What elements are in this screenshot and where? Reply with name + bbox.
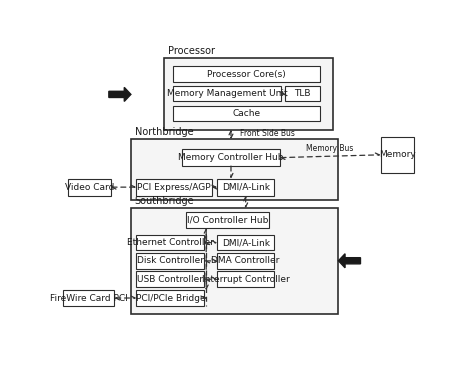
FancyBboxPatch shape <box>217 235 274 250</box>
FancyBboxPatch shape <box>217 179 274 196</box>
Text: Memory: Memory <box>379 150 416 159</box>
FancyBboxPatch shape <box>381 137 414 173</box>
FancyBboxPatch shape <box>182 149 280 166</box>
FancyBboxPatch shape <box>63 290 114 306</box>
Text: Memory Management Unit: Memory Management Unit <box>167 89 288 98</box>
FancyBboxPatch shape <box>217 253 274 269</box>
Text: PCI Express/AGP: PCI Express/AGP <box>137 182 211 192</box>
Polygon shape <box>109 87 131 101</box>
FancyBboxPatch shape <box>137 253 204 269</box>
Text: TLB: TLB <box>294 89 311 98</box>
FancyBboxPatch shape <box>137 179 212 196</box>
FancyBboxPatch shape <box>137 235 204 250</box>
Text: FireWire Card PCI: FireWire Card PCI <box>50 293 128 303</box>
Text: Processor: Processor <box>168 46 215 55</box>
Text: Processor Core(s): Processor Core(s) <box>207 69 286 78</box>
Text: Southbridge: Southbridge <box>135 196 194 206</box>
Text: Ethernet Controller: Ethernet Controller <box>127 238 214 247</box>
Text: Northbridge: Northbridge <box>135 127 193 137</box>
FancyBboxPatch shape <box>285 86 320 101</box>
Text: PCI/PCIe Bridge: PCI/PCIe Bridge <box>136 293 205 303</box>
FancyBboxPatch shape <box>173 105 320 121</box>
Text: Cache: Cache <box>233 109 261 118</box>
FancyBboxPatch shape <box>186 212 269 228</box>
FancyBboxPatch shape <box>68 179 110 196</box>
Text: Disk Controller: Disk Controller <box>137 256 204 265</box>
FancyBboxPatch shape <box>173 66 320 82</box>
Text: Memory Controller Hub: Memory Controller Hub <box>178 153 284 162</box>
Text: I/O Controller Hub: I/O Controller Hub <box>187 216 268 225</box>
Text: Interrupt Controller: Interrupt Controller <box>202 275 290 284</box>
FancyBboxPatch shape <box>131 208 338 314</box>
FancyBboxPatch shape <box>137 272 204 287</box>
Text: USB Controller: USB Controller <box>137 275 203 284</box>
Text: DMI/A-Link: DMI/A-Link <box>222 182 270 192</box>
FancyBboxPatch shape <box>217 272 274 287</box>
FancyBboxPatch shape <box>164 58 333 130</box>
FancyBboxPatch shape <box>137 290 204 306</box>
FancyBboxPatch shape <box>131 139 338 200</box>
Text: DMA Controller: DMA Controller <box>211 256 280 265</box>
FancyBboxPatch shape <box>173 86 282 101</box>
Text: Memory Bus: Memory Bus <box>307 143 354 153</box>
Text: DMI/A-Link: DMI/A-Link <box>222 238 270 247</box>
Polygon shape <box>338 254 360 268</box>
Text: Video Card: Video Card <box>65 182 114 192</box>
Text: Front Side Bus: Front Side Bus <box>240 128 295 138</box>
